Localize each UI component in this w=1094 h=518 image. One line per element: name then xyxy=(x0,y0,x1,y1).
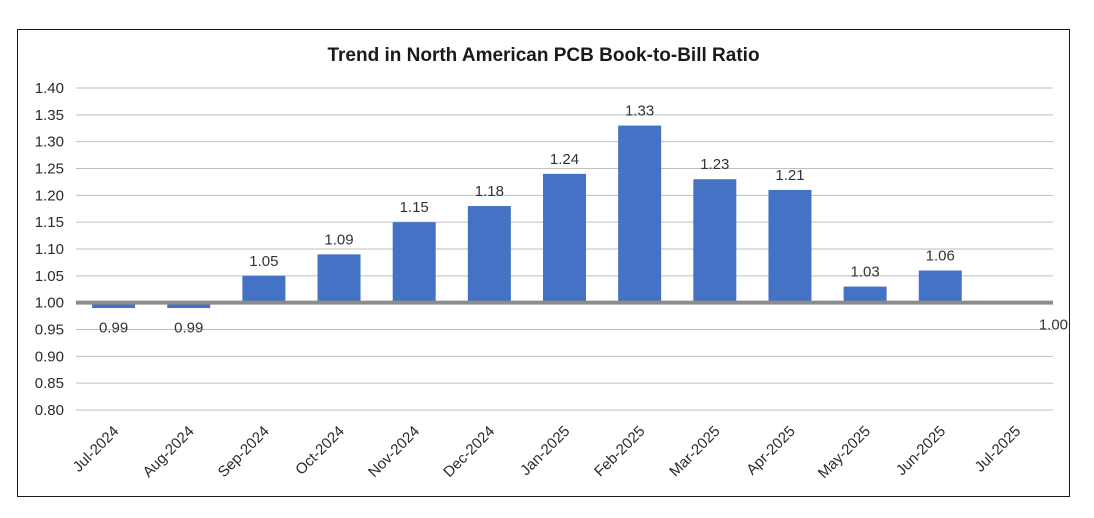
bar xyxy=(467,206,511,303)
y-axis-ticks: 0.80 0.85 0.90 0.95 1.00 1.05 1.10 1.15 1.20 1.25… xyxy=(35,80,64,419)
bar-chart: 0.80 0.85 0.90 0.95 1.00 1.05 1.10 1.15 1.20 1.25… xyxy=(35,80,1068,482)
data-label: 1.05 xyxy=(249,253,278,270)
bar xyxy=(317,254,361,303)
data-labels: 0.99 0.99 1.05 1.09 1.15 1.18 1.24 1.33 1.23 1.21… xyxy=(99,103,1068,337)
x-category-label: Oct-2024 xyxy=(292,423,348,479)
chart-title: Trend in North American PCB Book-to-Bill… xyxy=(327,45,760,66)
data-label: 1.00 xyxy=(1039,317,1068,334)
bar xyxy=(167,302,211,309)
y-tick-label: 0.85 xyxy=(35,375,64,392)
data-label: 1.33 xyxy=(625,103,654,120)
x-category-label: Jan-2025 xyxy=(517,423,573,479)
y-tick-label: 1.35 xyxy=(35,107,64,124)
data-label: 1.18 xyxy=(475,183,504,200)
bar xyxy=(693,179,737,303)
chart-frame: Trend in North American PCB Book-to-Bill… xyxy=(17,29,1070,497)
x-category-label: Sep-2024 xyxy=(215,423,273,481)
y-tick-label: 1.05 xyxy=(35,268,64,285)
data-label: 1.06 xyxy=(926,247,955,264)
y-tick-label: 0.95 xyxy=(35,322,64,339)
bar xyxy=(843,286,887,303)
y-tick-label: 0.80 xyxy=(35,402,64,419)
x-category-label: Mar-2025 xyxy=(666,423,723,480)
bar xyxy=(392,222,436,303)
y-tick-label: 1.10 xyxy=(35,241,64,258)
data-label: 0.99 xyxy=(99,320,128,337)
x-category-label: Feb-2025 xyxy=(591,423,648,480)
bar xyxy=(92,302,136,309)
x-axis-categories: Jul-2024 Aug-2024 Sep-2024 Oct-2024 Nov-2024… xyxy=(70,423,1025,482)
data-label: 1.24 xyxy=(550,151,579,168)
y-tick-label: 1.20 xyxy=(35,187,64,204)
y-tick-label: 1.40 xyxy=(35,80,64,97)
x-category-label: Jun-2025 xyxy=(893,423,949,479)
data-label: 1.23 xyxy=(700,156,729,173)
bar xyxy=(618,125,662,303)
x-category-label: Jul-2025 xyxy=(972,423,1025,476)
bar xyxy=(543,173,586,303)
x-category-label: May-2025 xyxy=(815,423,874,482)
data-label: 1.21 xyxy=(775,167,804,184)
y-tick-label: 1.15 xyxy=(35,214,64,231)
data-label: 0.99 xyxy=(174,320,203,337)
y-tick-label: 1.00 xyxy=(35,295,64,312)
bar xyxy=(242,275,286,303)
data-label: 1.03 xyxy=(851,264,880,281)
data-label: 1.09 xyxy=(324,231,353,248)
y-tick-label: 1.25 xyxy=(35,161,64,178)
x-category-label: Dec-2024 xyxy=(440,423,498,481)
x-category-label: Nov-2024 xyxy=(365,423,423,481)
y-tick-label: 1.30 xyxy=(35,134,64,151)
y-tick-label: 0.90 xyxy=(35,348,64,365)
x-category-label: Jul-2024 xyxy=(70,423,123,476)
bar xyxy=(768,189,812,303)
x-category-label: Apr-2025 xyxy=(743,423,799,479)
data-label: 1.15 xyxy=(400,199,429,216)
bars xyxy=(92,125,1037,309)
bar xyxy=(918,270,962,303)
x-category-label: Aug-2024 xyxy=(140,423,198,481)
